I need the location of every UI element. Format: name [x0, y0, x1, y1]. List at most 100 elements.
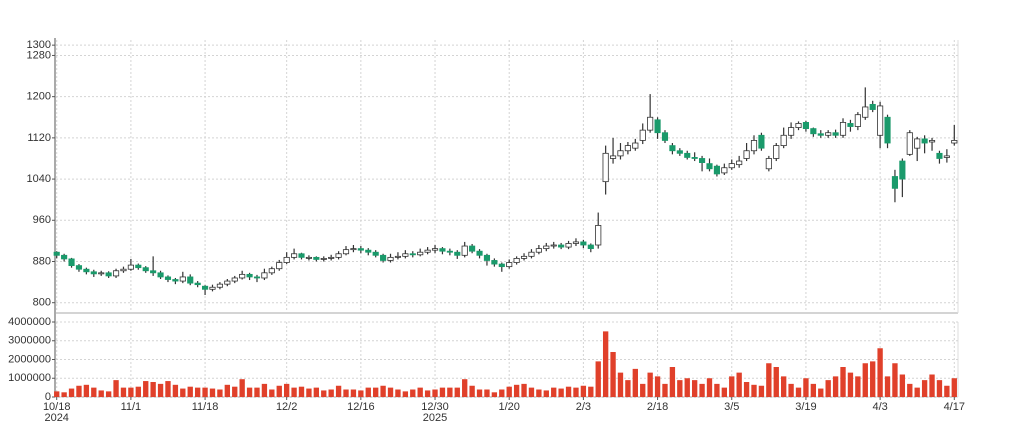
candle-body: [661, 132, 669, 141]
volume-bar: [424, 390, 431, 397]
y-tick-label: 1280: [27, 49, 51, 61]
candle-body: [906, 132, 913, 155]
volume-bar: [128, 387, 134, 397]
candle-body: [179, 276, 186, 282]
candle-body: [357, 248, 364, 251]
candle-body: [654, 119, 661, 134]
volume-bar: [884, 376, 891, 397]
candle-body: [402, 253, 409, 257]
volume-bar: [551, 387, 557, 397]
candle-body: [684, 152, 691, 158]
candle-body: [68, 258, 75, 267]
volume-bar: [83, 384, 90, 397]
x-tick-label: 2/3: [575, 401, 592, 413]
candle-body: [713, 165, 720, 175]
candle-body: [409, 253, 416, 256]
volume-bar: [157, 383, 164, 397]
volume-bar: [758, 385, 765, 397]
volume-bar: [261, 383, 268, 397]
volume-bar: [936, 380, 943, 397]
volume-bar: [476, 389, 483, 397]
volume-bar: [254, 387, 260, 397]
volume-bar: [283, 383, 290, 397]
candle-body: [53, 251, 60, 256]
candle-body: [320, 257, 327, 260]
volume-bar: [595, 361, 601, 397]
volume-bar: [380, 385, 386, 397]
candle-body: [854, 114, 861, 127]
volume-bar: [832, 376, 839, 397]
volume-bar: [395, 389, 401, 397]
volume-bar: [536, 389, 542, 397]
volume-bar: [543, 390, 549, 397]
candle-body: [928, 140, 936, 143]
candle-body: [446, 250, 453, 253]
candle-body: [802, 122, 810, 129]
volume-bar: [803, 378, 809, 397]
candle-body: [135, 264, 142, 269]
candle-body: [877, 105, 884, 136]
x-tick-label: 3/19: [795, 401, 817, 413]
volume-bar: [625, 380, 631, 397]
candle-body: [914, 138, 921, 149]
volume-bar: [914, 387, 920, 397]
volume-bar: [150, 382, 156, 397]
candle-body: [765, 158, 772, 170]
candle-body: [520, 255, 528, 259]
volume-bar: [335, 385, 342, 397]
volume-bar: [387, 387, 394, 397]
candle-body: [743, 150, 750, 159]
volume-bar: [647, 372, 653, 397]
volume-bar: [61, 392, 67, 397]
candle-body: [788, 127, 795, 136]
volume-bar: [462, 379, 468, 397]
volume-bar: [862, 363, 868, 397]
candle-body: [417, 251, 424, 256]
volume-bar: [91, 387, 97, 397]
candle-body: [164, 276, 172, 280]
volume-bar: [410, 389, 416, 397]
candle-body: [580, 241, 587, 246]
candle-body: [602, 152, 609, 183]
volume-tick-label: 4000000: [8, 316, 51, 328]
volume-bar: [818, 388, 824, 397]
candle-body: [847, 123, 854, 127]
candle-body: [810, 128, 817, 135]
volume-bar: [143, 381, 149, 397]
volume-bar: [68, 388, 75, 397]
volume-bar: [358, 390, 364, 397]
candle-body: [587, 244, 594, 250]
candle-body: [216, 283, 223, 288]
y-tick-label: 1040: [27, 173, 51, 185]
volume-tick-label: 3000000: [8, 335, 51, 347]
candle-body: [721, 167, 728, 174]
volume-bar: [565, 386, 572, 397]
candle-body: [483, 254, 491, 261]
volume-bar: [365, 387, 371, 397]
candle-body: [609, 155, 617, 159]
volume-bar: [232, 386, 238, 397]
volume-bar: [246, 387, 253, 397]
volume-bar: [714, 383, 720, 397]
candle-body: [943, 155, 950, 158]
candle-body: [112, 270, 120, 277]
candle-body: [832, 132, 839, 136]
volume-bar: [573, 387, 579, 397]
volume-bar: [632, 368, 638, 397]
y-tick-label: 880: [33, 255, 51, 267]
volume-bar: [269, 389, 275, 397]
volume-bar: [951, 378, 957, 397]
candle-body: [305, 256, 312, 259]
volume-bar: [855, 376, 861, 397]
y-tick-label: 1300: [27, 39, 51, 51]
candle-body: [209, 286, 216, 290]
volume-bar: [321, 390, 327, 397]
candle-body: [491, 260, 498, 265]
candle-body: [506, 262, 513, 268]
candle-body: [439, 248, 446, 252]
volume-bar: [654, 376, 661, 397]
volume-bar: [298, 386, 305, 397]
candle-body: [283, 256, 290, 263]
volume-bar: [617, 372, 624, 397]
